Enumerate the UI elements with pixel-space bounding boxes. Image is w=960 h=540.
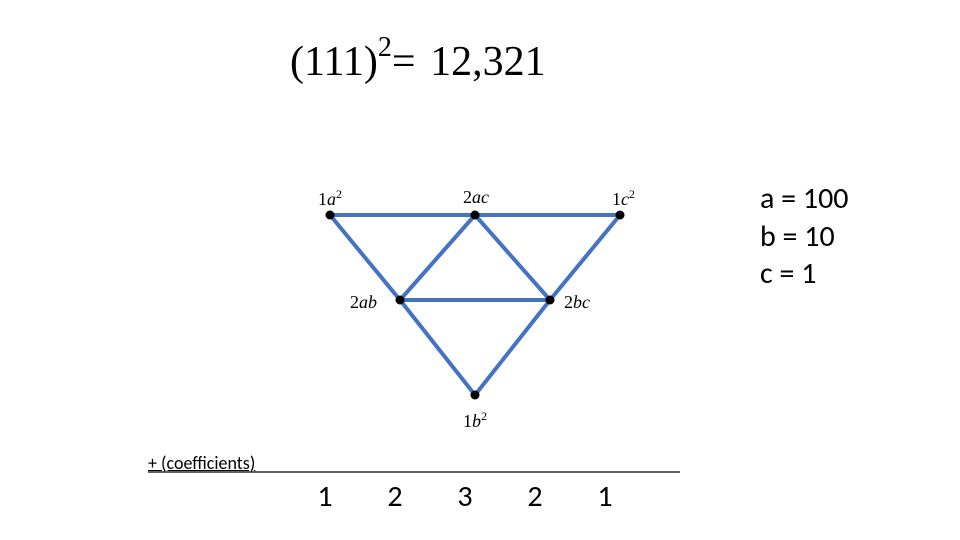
coefficients-line [0,0,960,540]
coefficient-3: 2 [500,478,570,515]
coefficient-4: 1 [570,478,640,515]
coefficients-row: 12321 [290,478,640,515]
coefficient-1: 2 [360,478,430,515]
coefficient-2: 3 [430,478,500,515]
coefficient-0: 1 [290,478,360,515]
